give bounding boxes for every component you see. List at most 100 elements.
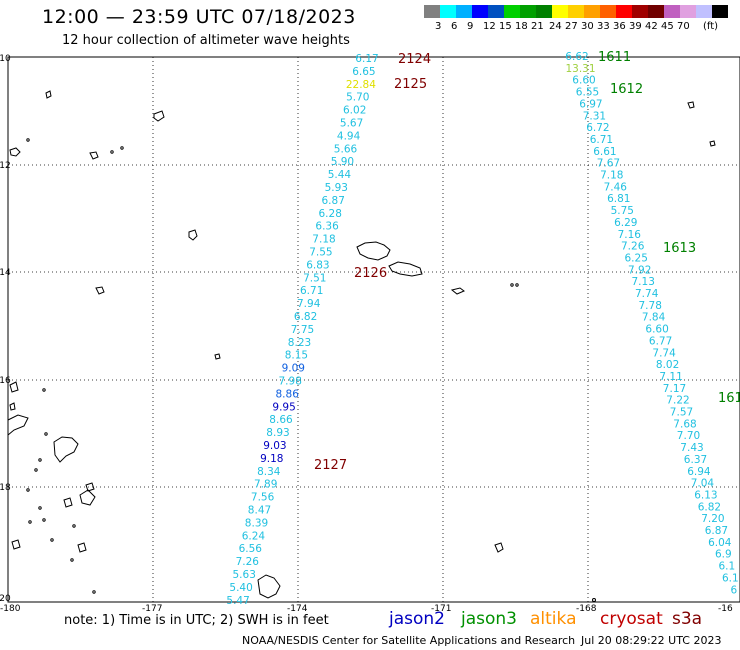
- swh-value: 8.39: [245, 517, 268, 529]
- color-scale-label: 12: [483, 21, 496, 32]
- swh-value: 7.67: [597, 158, 620, 170]
- swh-value: 7.94: [297, 298, 321, 310]
- islet: [44, 432, 48, 436]
- swh-value: 6.24: [242, 530, 266, 542]
- swh-value: 6.37: [684, 454, 707, 466]
- island-savaii: [356, 241, 391, 261]
- islet: [120, 146, 124, 150]
- credit-line: NOAA/NESDIS Center for Satellite Applica…: [242, 634, 576, 647]
- swh-value: 7.26: [621, 241, 645, 253]
- color-scale-swatch: [664, 5, 680, 18]
- islet: [26, 488, 30, 492]
- color-scale-swatch: [680, 5, 696, 18]
- islet: [42, 388, 46, 392]
- islet: [72, 524, 76, 528]
- islet: [214, 353, 221, 360]
- map-subtitle: 12 hour collection of altimeter wave hei…: [62, 33, 350, 48]
- color-scale-swatch: [552, 5, 568, 18]
- islet: [70, 558, 74, 562]
- longitude-label: -177: [142, 604, 162, 614]
- map-title: 12:00 — 23:59 UTC 07/18/2023: [42, 6, 356, 28]
- swh-value: 8.86: [276, 388, 300, 400]
- swh-value: 6.25: [625, 252, 648, 264]
- swh-value: 7.18: [600, 170, 623, 182]
- swh-value: 6.83: [306, 259, 329, 271]
- color-scale-swatch: [456, 5, 472, 18]
- longitude-label: -168: [576, 604, 597, 614]
- swh-value: 7.84: [642, 312, 666, 324]
- swh-value: 5.75: [611, 205, 634, 217]
- swh-value: 6.36: [315, 221, 339, 233]
- swh-value: 6.9: [715, 549, 732, 561]
- islet: [45, 90, 52, 99]
- satellite-legend-item: altika: [530, 609, 577, 629]
- swh-value: 6.13: [694, 489, 717, 501]
- swh-value: 7.20: [701, 513, 724, 525]
- islet: [95, 286, 105, 295]
- latitude-label: -16: [0, 376, 11, 386]
- swh-value: 5.44: [328, 169, 352, 181]
- east-satellite-track: 6.6213.316.606.556.977.316.726.716.617.6…: [565, 51, 738, 596]
- swh-value: 6.1: [718, 561, 735, 573]
- color-scale-swatch: [536, 5, 552, 18]
- swh-value: 7.13: [632, 276, 655, 288]
- color-scale-swatch: [696, 5, 712, 18]
- swh-value: 9.09: [282, 363, 305, 375]
- swh-value: 8.34: [257, 466, 281, 478]
- fiji-coast: [9, 402, 16, 411]
- swh-value: 6.71: [590, 134, 613, 146]
- color-scale-swatch: [472, 5, 488, 18]
- swh-value: 6.1: [722, 572, 739, 584]
- swh-value: 6.97: [579, 98, 602, 110]
- islet: [592, 598, 596, 602]
- generated-timestamp: Jul 20 08:29:22 UTC 2023: [581, 634, 722, 647]
- islet: [63, 497, 73, 508]
- swh-value: 7.70: [677, 430, 700, 442]
- track-pass-label: 2127: [314, 458, 347, 473]
- swh-value: 7.98: [279, 376, 302, 388]
- island-upolu: [388, 261, 423, 277]
- islet: [28, 520, 32, 524]
- color-scale-swatch: [632, 5, 648, 18]
- swh-value: 7.56: [251, 492, 275, 504]
- swh-value: 6.60: [645, 324, 668, 336]
- swh-value: 7.74: [635, 288, 659, 300]
- latitude-label: -10: [0, 54, 11, 64]
- color-scale-swatch: [648, 5, 664, 18]
- color-scale-swatch: [568, 5, 584, 18]
- color-scale-label: 27: [565, 21, 578, 32]
- color-scale-swatch: [520, 5, 536, 18]
- swh-value: 6.04: [708, 537, 732, 549]
- swh-value: 5.66: [334, 143, 358, 155]
- color-scale-label: 6: [451, 21, 458, 32]
- swh-value: 9.18: [260, 453, 283, 465]
- track-pass-labels: 2124 2125 2126 2127 1611 1612 1613 161: [314, 50, 740, 473]
- satellite-legend-item: s3a: [672, 609, 703, 629]
- color-scale-label: 21: [531, 21, 544, 32]
- longitude-labels: -180 -177 -174 -171 -168 -16: [0, 604, 733, 614]
- latitude-label: -20: [0, 594, 11, 604]
- track-pass-label: 2125: [394, 77, 427, 92]
- longitude-label: -171: [431, 604, 451, 614]
- swh-value: 7.68: [673, 418, 696, 430]
- swh-value: 6.82: [698, 501, 721, 513]
- swh-value: 5.47: [226, 595, 249, 607]
- islet: [687, 101, 695, 109]
- latitude-label: -18: [0, 483, 11, 493]
- swh-value: 6.02: [343, 105, 366, 117]
- color-scale-label: 30: [581, 21, 594, 32]
- islet: [92, 590, 96, 594]
- swh-value: 6.28: [319, 208, 342, 220]
- color-scale-swatch: [616, 5, 632, 18]
- swh-value: 5.90: [331, 156, 354, 168]
- swh-value: 7.75: [291, 324, 314, 336]
- swh-value: 7.26: [236, 556, 260, 568]
- islet: [450, 287, 465, 295]
- swh-value: 8.02: [656, 359, 679, 371]
- track-pass-label: 1613: [663, 241, 696, 256]
- swh-value: 6.29: [614, 217, 637, 229]
- swh-value: 7.57: [670, 407, 693, 419]
- color-scale-label: 45: [661, 21, 674, 32]
- map-frame: [7, 56, 740, 603]
